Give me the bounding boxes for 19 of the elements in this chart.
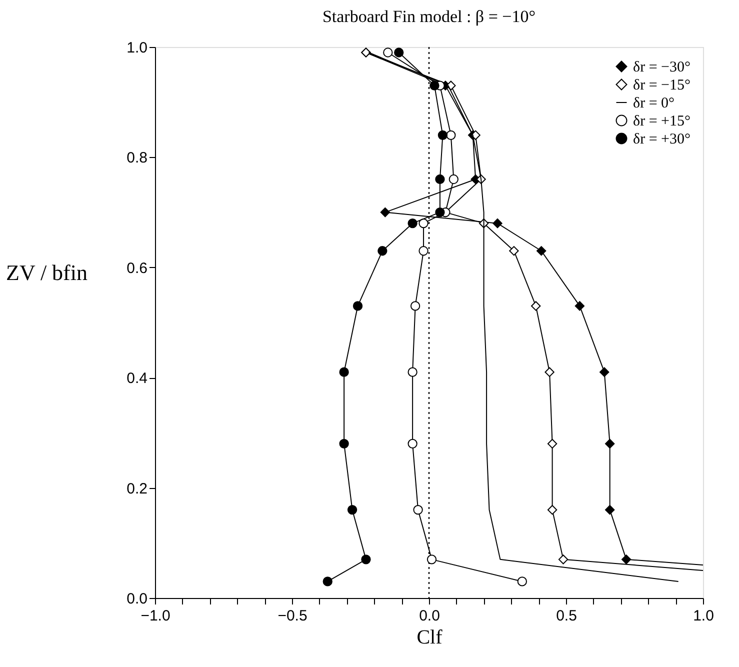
y-tick-label: 0.2 [126, 480, 148, 498]
legend-label: δr = −15° [633, 78, 690, 94]
y-tick-label: 0.0 [126, 590, 148, 608]
x-axis-title: Clf [416, 626, 443, 648]
legend-label: δr = 0° [633, 96, 675, 112]
y-axis-title: ZV / bfin [6, 260, 88, 285]
legend-label: δr = −30° [633, 60, 690, 76]
x-tick-label: 0.0 [419, 608, 440, 624]
y-tick-label: 0.6 [126, 260, 148, 277]
x-tick-label: 1.0 [693, 608, 714, 624]
x-tick-label: −0.5 [278, 608, 308, 624]
x-tick-label: −1.0 [140, 608, 170, 624]
y-tick-label: 0.4 [126, 370, 148, 388]
x-tick-label: 0.5 [556, 608, 577, 624]
legend-label: δr = +30° [633, 132, 690, 148]
chart-title: Starboard Fin model : β = −10° [322, 7, 536, 26]
legend-label: δr = +15° [633, 114, 690, 130]
y-tick-label: 0.8 [126, 150, 148, 167]
y-tick-label: 1.0 [126, 40, 148, 56]
